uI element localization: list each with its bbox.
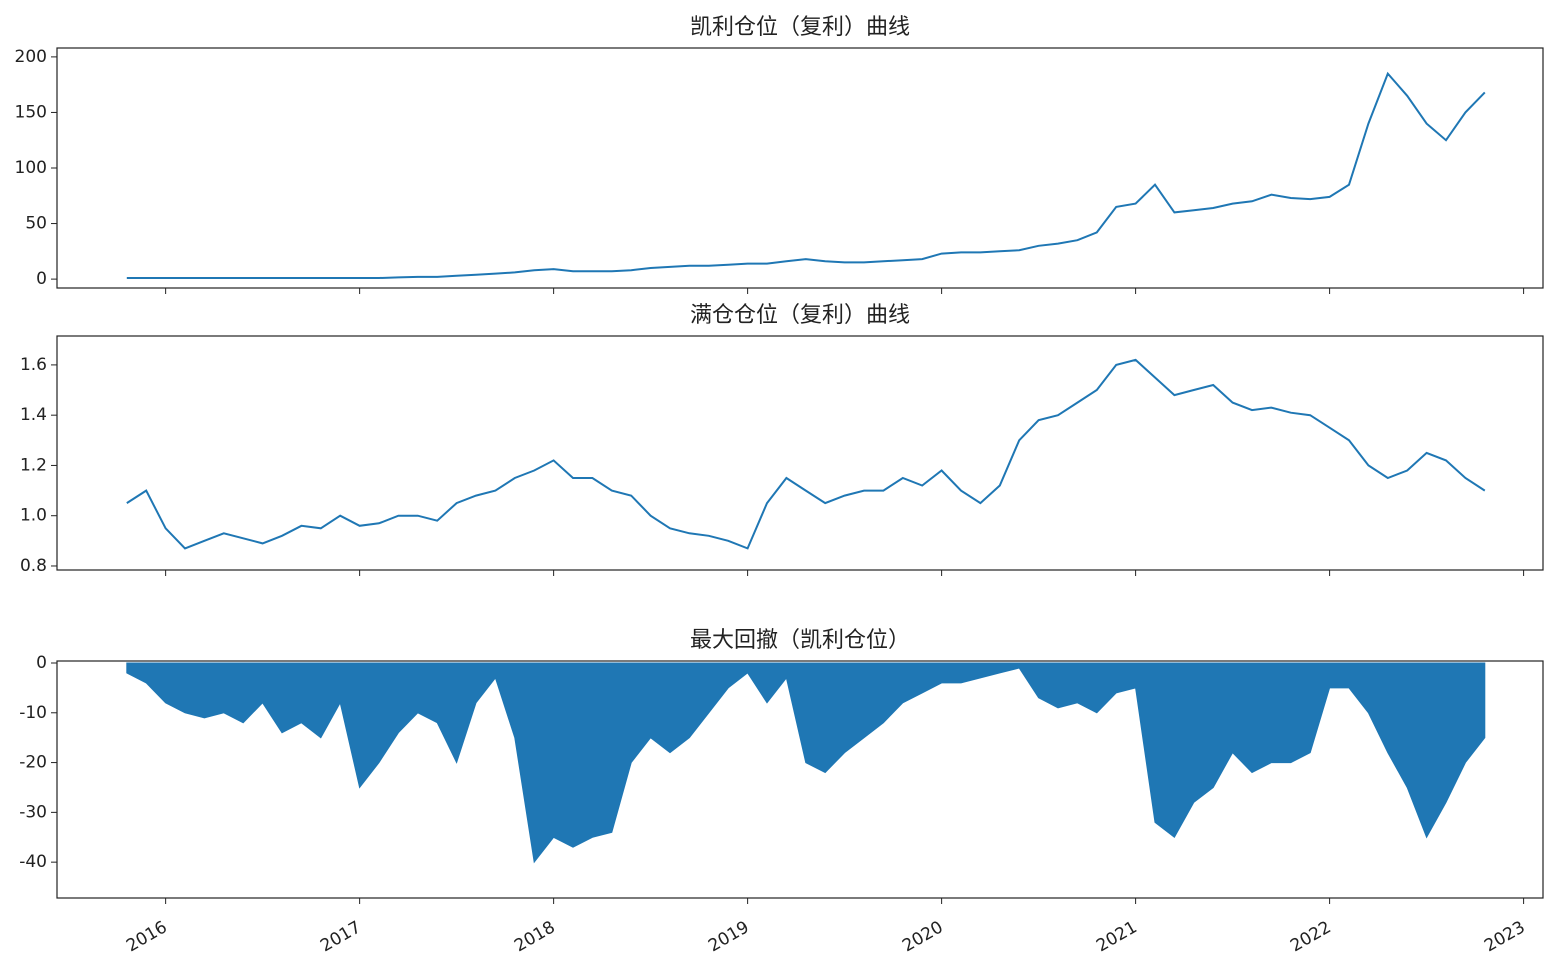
y-tick-label: 0 bbox=[36, 653, 47, 673]
series-line bbox=[126, 358, 1486, 550]
x-tick-label: 2019 bbox=[705, 917, 752, 956]
y-tick-label: 1.2 bbox=[20, 455, 47, 475]
x-tick-label: 2018 bbox=[511, 917, 558, 956]
chart-title: 最大回撤（凯利仓位） bbox=[690, 628, 910, 653]
y-tick-label: -40 bbox=[19, 852, 47, 872]
y-tick-label: -20 bbox=[19, 753, 47, 773]
y-tick-label: -10 bbox=[19, 703, 47, 723]
chart-title: 满仓仓位（复利）曲线 bbox=[690, 303, 910, 328]
y-tick-label: 100 bbox=[15, 158, 47, 178]
y-tick-label: 1.6 bbox=[20, 355, 47, 375]
series-line bbox=[126, 71, 1486, 279]
plot-frame bbox=[56, 660, 1544, 899]
y-tick-label: 1.0 bbox=[20, 506, 47, 526]
y-tick-label: 0 bbox=[36, 269, 47, 289]
x-tick-label: 2020 bbox=[899, 917, 946, 956]
y-tick-label: 200 bbox=[15, 47, 47, 67]
x-tick-label: 2023 bbox=[1481, 917, 1528, 956]
drawdown-area bbox=[126, 662, 1486, 864]
x-tick-label: 2016 bbox=[123, 917, 170, 956]
chart-title: 凯利仓位（复利）曲线 bbox=[690, 15, 910, 40]
x-tick-label: 2022 bbox=[1287, 917, 1334, 956]
y-tick-label: 50 bbox=[25, 214, 47, 234]
y-tick-label: -30 bbox=[19, 802, 47, 822]
y-tick-label: 150 bbox=[15, 102, 47, 122]
plot-frame bbox=[56, 335, 1544, 571]
y-tick-label: 0.8 bbox=[20, 556, 47, 576]
y-tick-label: 1.4 bbox=[20, 405, 47, 425]
plot-frame bbox=[56, 47, 1544, 289]
x-tick-label: 2021 bbox=[1093, 917, 1140, 956]
x-tick-label: 2017 bbox=[317, 917, 364, 956]
